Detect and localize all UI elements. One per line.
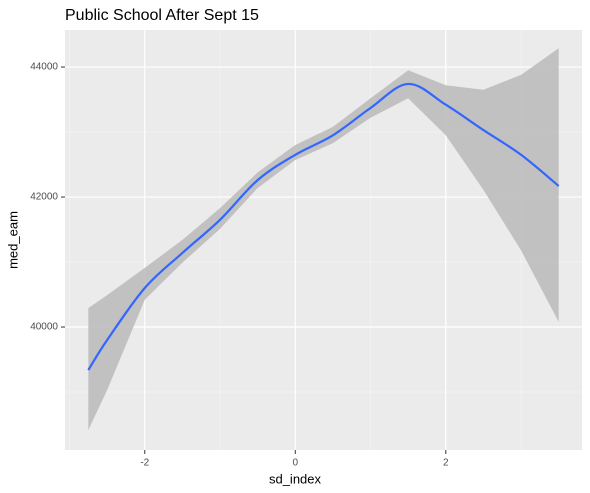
chart-title: Public School After Sept 15 <box>65 7 259 24</box>
y-tick-label: 44000 <box>30 62 58 73</box>
y-tick-label: 40000 <box>30 322 58 333</box>
x-axis-label: sd_index <box>269 471 322 486</box>
y-axis-label: med_eam <box>5 211 20 269</box>
y-tick-label: 42000 <box>30 192 58 203</box>
x-tick-label: 0 <box>292 458 298 469</box>
confidence-band <box>88 48 559 431</box>
x-tick-label: -2 <box>140 458 149 469</box>
smooth-line <box>87 82 560 371</box>
x-tick-label: 2 <box>443 458 449 469</box>
